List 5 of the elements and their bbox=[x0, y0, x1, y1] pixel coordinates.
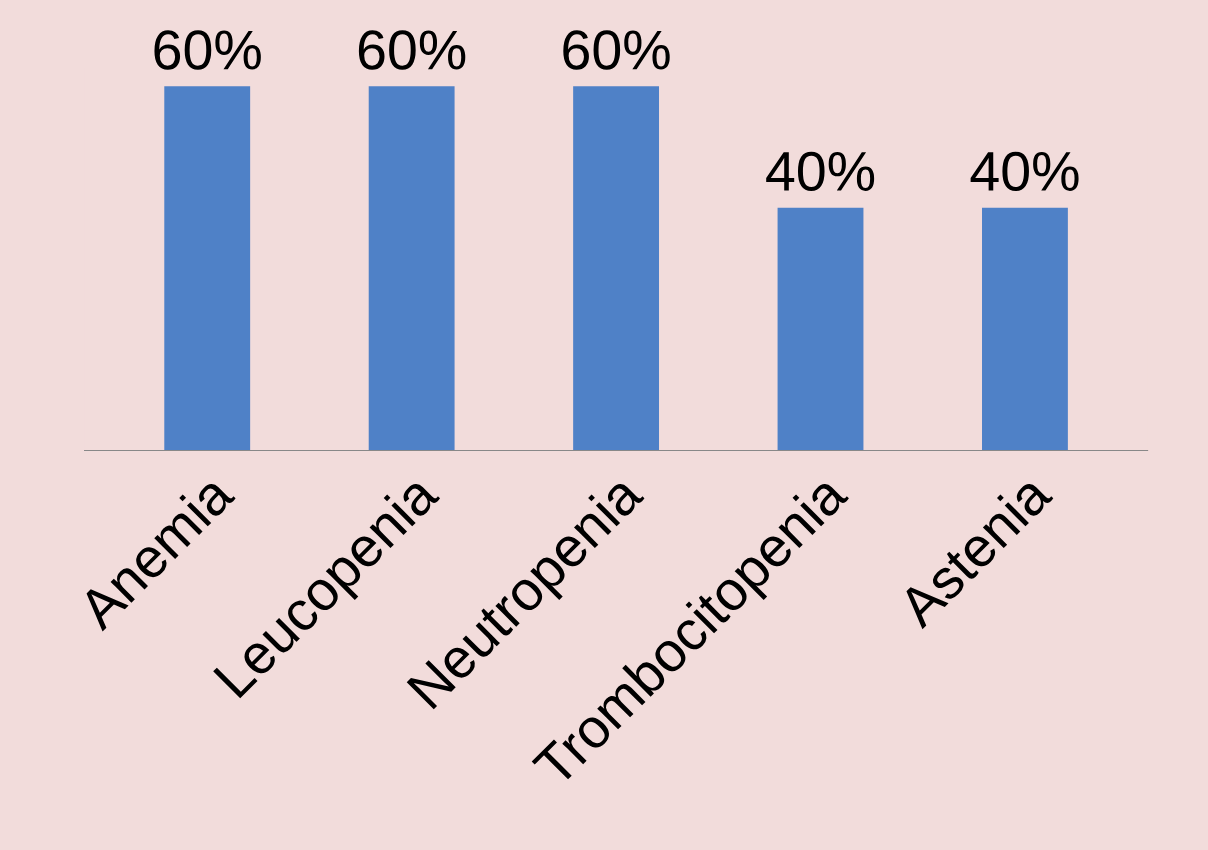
data-label: 40% bbox=[766, 151, 875, 192]
data-label: 60% bbox=[154, 30, 261, 70]
data-label: 40% bbox=[970, 151, 1079, 192]
data-label: 60% bbox=[563, 30, 670, 70]
data-label: 60% bbox=[358, 30, 466, 70]
